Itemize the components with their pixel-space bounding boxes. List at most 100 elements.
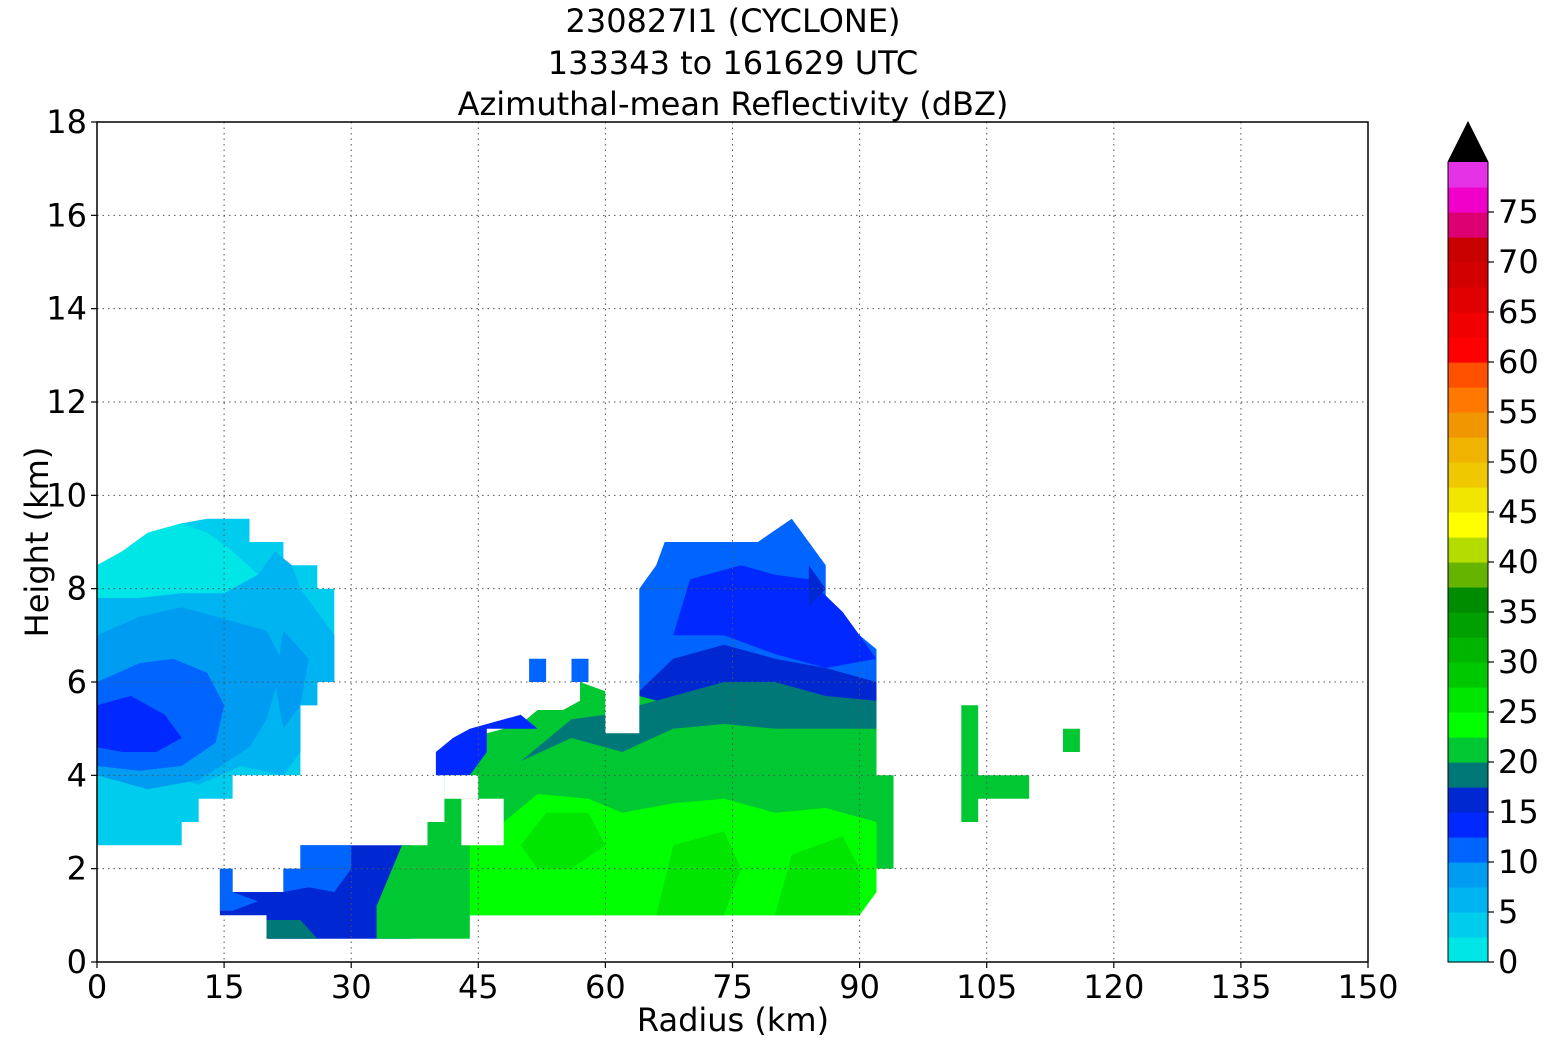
y-tick-label: 16 (46, 196, 87, 234)
colorbar-swatch (1448, 862, 1488, 888)
reflectivity-region-24 (1063, 728, 1080, 752)
colorbar-swatch (1448, 612, 1488, 638)
colorbar-swatch (1448, 662, 1488, 688)
y-tick-label: 2 (67, 850, 87, 888)
colorbar-swatch (1448, 712, 1488, 738)
reflectivity-region-22 (571, 658, 589, 682)
colorbar: 0 5 10 15 20 25 30 35 40 45 50 55 60 65 70 75 (1447, 120, 1539, 981)
colorbar-swatch (1448, 462, 1488, 488)
colorbar-tick-label: 45 (1498, 493, 1539, 531)
y-tick-label: 14 (46, 290, 87, 328)
colorbar-swatch (1448, 487, 1488, 513)
colorbar-tick-label: 5 (1498, 893, 1518, 931)
colorbar-swatch (1448, 312, 1488, 338)
reflectivity-region-19 (656, 831, 741, 916)
colorbar-swatch (1448, 362, 1488, 388)
y-tick-label: 4 (67, 756, 87, 794)
reflectivity-region-10 (266, 920, 318, 939)
colorbar-swatch (1448, 262, 1488, 288)
colorbar-tick-label: 65 (1498, 293, 1539, 331)
colorbar-swatch (1448, 337, 1488, 363)
colorbar-swatch (1448, 837, 1488, 863)
colorbar-swatch (1448, 637, 1488, 663)
reflectivity-region-6 (97, 696, 182, 752)
chart-title-line-2: 133343 to 161629 UTC (548, 44, 918, 82)
x-tick-label: 150 (1337, 968, 1398, 1006)
colorbar-tick-label: 30 (1498, 643, 1539, 681)
colorbar-swatch (1448, 787, 1488, 813)
colorbar-tick-label: 20 (1498, 743, 1539, 781)
y-tick-label: 10 (46, 476, 87, 514)
reflectivity-region-12 (435, 714, 538, 776)
y-tick-label: 0 (67, 943, 87, 981)
x-axis-label: Radius (km) (637, 1001, 829, 1039)
colorbar-tick-label: 55 (1498, 393, 1539, 431)
colorbar-tick-label: 10 (1498, 843, 1539, 881)
reflectivity-region-1 (97, 523, 258, 598)
plot-area (97, 518, 1080, 939)
colorbar-extend-arrow (1448, 122, 1488, 162)
colorbar-tick-label: 60 (1498, 343, 1539, 381)
colorbar-tick-label: 0 (1498, 943, 1518, 981)
x-tick-label: 15 (204, 968, 245, 1006)
no-data-region-0 (444, 775, 479, 799)
colorbar-swatch (1448, 937, 1488, 963)
colorbar-swatch (1448, 412, 1488, 438)
colorbar-swatch (1448, 737, 1488, 763)
x-tick-label: 30 (331, 968, 372, 1006)
reflectivity-region-7 (219, 845, 411, 939)
colorbar-swatch (1448, 537, 1488, 563)
y-tick-label: 12 (46, 383, 87, 421)
y-tick-label: 6 (67, 663, 87, 701)
x-tick-label: 135 (1210, 968, 1271, 1006)
colorbar-swatch (1448, 912, 1488, 938)
colorbar-tick-label: 75 (1498, 193, 1539, 231)
colorbar-swatch (1448, 562, 1488, 588)
colorbar-tick-label: 15 (1498, 793, 1539, 831)
colorbar-swatch (1448, 212, 1488, 238)
reflectivity-region-25 (808, 565, 826, 608)
colorbar-swatch (1448, 187, 1488, 213)
colorbar-tick-label: 35 (1498, 593, 1539, 631)
colorbar-swatch (1448, 437, 1488, 463)
colorbar-swatch (1448, 387, 1488, 413)
colorbar-swatch (1448, 237, 1488, 263)
colorbar-tick-label: 70 (1498, 243, 1539, 281)
colorbar-tick-label: 50 (1498, 443, 1539, 481)
reflectivity-region-16 (520, 682, 877, 762)
chart-title-line-1: 230827I1 (CYCLONE) (565, 2, 900, 40)
colorbar-swatch (1448, 812, 1488, 838)
y-tick-label: 18 (46, 103, 87, 141)
colorbar-tick-label: 25 (1498, 693, 1539, 731)
reflectivity-region-8 (219, 868, 258, 911)
no-data-region-1 (461, 798, 504, 846)
y-axis: 0 2 4 6 8 10 12 14 16 18 (46, 103, 97, 981)
reflectivity-region-18 (520, 812, 606, 869)
chart-title-line-3: Azimuthal-mean Reflectivity (dBZ) (458, 85, 1009, 123)
x-tick-label: 105 (956, 968, 1017, 1006)
reflectivity-region-4 (274, 630, 309, 729)
x-axis: 0 15 30 45 60 75 90 105 120 135 150 (87, 962, 1399, 1006)
x-tick-label: 75 (712, 968, 753, 1006)
colorbar-swatch (1448, 687, 1488, 713)
reflectivity-region-21 (529, 658, 547, 682)
x-tick-label: 60 (585, 968, 626, 1006)
reflectivity-region-15 (673, 565, 877, 668)
reflectivity-region-23 (961, 705, 1030, 822)
y-axis-label: Height (km) (18, 447, 56, 638)
colorbar-swatch (1448, 762, 1488, 788)
y-tick-label: 8 (67, 570, 87, 608)
colorbar-swatch (1448, 287, 1488, 313)
no-data-region-2 (605, 682, 640, 734)
grid-layer (97, 122, 1368, 962)
x-tick-label: 0 (87, 968, 107, 1006)
reflectivity-region-20 (774, 836, 860, 916)
colorbar-swatch (1448, 162, 1488, 188)
colorbar-swatch (1448, 512, 1488, 538)
colorbar-swatch (1448, 587, 1488, 613)
x-tick-label: 45 (458, 968, 499, 1006)
x-tick-label: 90 (839, 968, 880, 1006)
x-tick-label: 120 (1083, 968, 1144, 1006)
colorbar-swatch (1448, 887, 1488, 913)
